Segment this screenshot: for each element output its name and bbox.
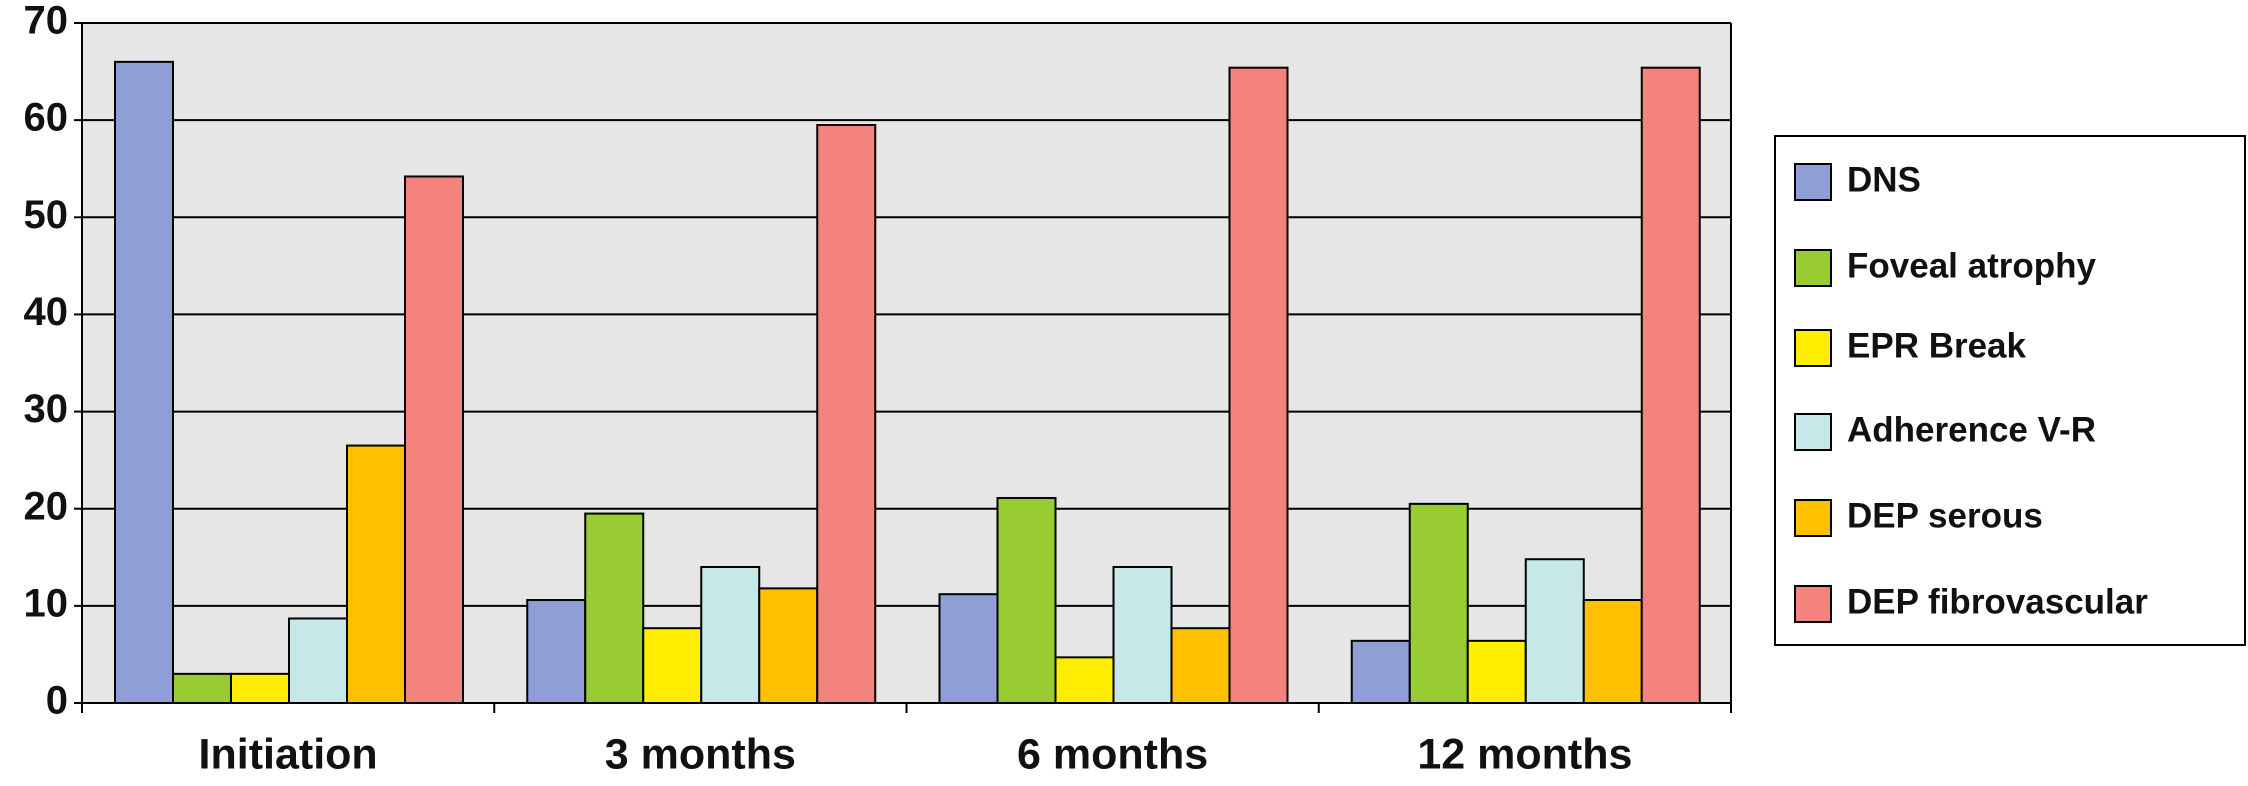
x-tick-label: Initiation	[199, 730, 378, 778]
y-tick-label: 30	[24, 387, 69, 431]
bar	[1408, 502, 1469, 704]
bar	[1350, 639, 1411, 704]
x-tick-label: 12 months	[1417, 730, 1632, 778]
legend-swatch	[1794, 499, 1832, 537]
bar	[526, 599, 587, 704]
legend-label: DEP fibrovascular	[1847, 582, 2148, 621]
bar	[700, 566, 761, 704]
bar	[816, 124, 877, 704]
bar	[1524, 558, 1585, 704]
legend-label: DEP serous	[1847, 496, 2043, 535]
bar	[230, 672, 290, 704]
legend-label: Foveal atrophy	[1847, 246, 2096, 285]
bar	[172, 672, 232, 704]
x-tick-label: 6 months	[1017, 730, 1208, 778]
bar	[346, 444, 406, 704]
bar	[1054, 656, 1115, 704]
legend-swatch	[1794, 163, 1832, 201]
bar	[288, 617, 348, 704]
bar	[938, 593, 999, 705]
y-tick-label: 70	[24, 0, 69, 43]
y-tick-label: 60	[24, 96, 69, 140]
y-tick-label: 0	[46, 679, 68, 723]
bar	[1640, 66, 1701, 704]
bar	[1466, 639, 1527, 704]
y-tick-label: 10	[24, 581, 69, 625]
y-tick-label: 20	[24, 484, 69, 528]
legend-swatch	[1794, 413, 1832, 451]
legend-swatch	[1794, 249, 1832, 287]
y-tick-label: 40	[24, 290, 69, 334]
bar	[642, 627, 703, 705]
legend-label: DNS	[1847, 160, 1921, 199]
legend-label: EPR Break	[1847, 326, 2027, 365]
bar	[584, 512, 645, 704]
x-tick-label: 3 months	[605, 730, 796, 778]
legend-swatch	[1794, 329, 1832, 367]
bar	[1112, 566, 1173, 704]
bar	[1228, 66, 1289, 704]
y-tick-label: 50	[24, 193, 69, 237]
bar	[114, 60, 174, 705]
bar	[1170, 627, 1231, 705]
plot-area	[82, 23, 1731, 703]
legend-swatch	[1794, 585, 1832, 623]
legend-box	[1774, 135, 2246, 646]
bar	[758, 587, 819, 704]
bar	[404, 175, 464, 704]
bar	[996, 497, 1057, 704]
legend-label: Adherence V-R	[1847, 410, 2096, 449]
bar	[1582, 599, 1643, 704]
